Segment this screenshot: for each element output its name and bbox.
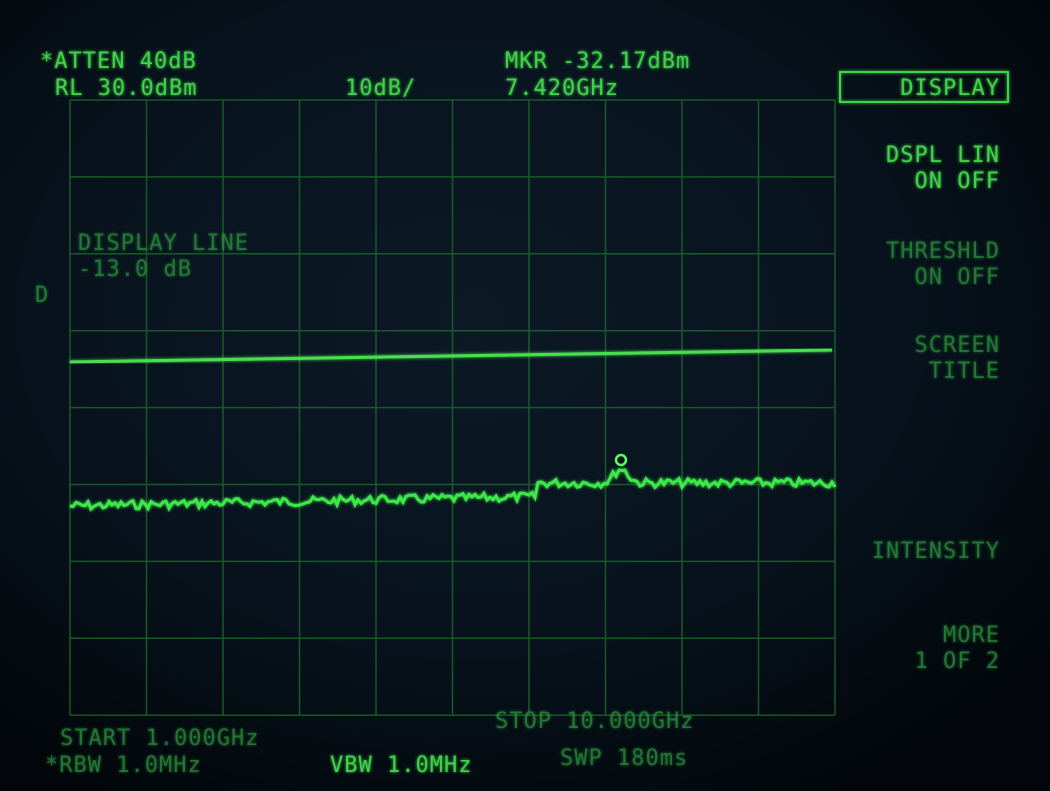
scale: 10dB/	[345, 76, 416, 101]
display-line-marker: D	[35, 283, 49, 308]
sweep: SWP 180ms	[560, 746, 688, 771]
vbw: VBW 1.0MHz	[330, 753, 472, 778]
marker-freq: 7.420GHz	[505, 76, 619, 101]
start-freq: START 1.000GHz	[60, 726, 259, 751]
display-line	[69, 348, 833, 364]
softkey-line1[interactable]: INTENSITY	[872, 539, 1000, 564]
softkey-line1[interactable]: SCREEN	[915, 333, 1000, 358]
spectrum-trace	[69, 468, 837, 512]
display-line-label: DISPLAY LINE	[78, 231, 249, 256]
marker-level: MKR -32.17dBm	[505, 49, 690, 74]
softkey-line1[interactable]: DSPL LIN	[886, 143, 1000, 168]
softkey-title[interactable]: DISPLAY	[900, 76, 1000, 101]
ref-level: RL 30.0dBm	[55, 76, 197, 101]
graticule	[69, 99, 836, 716]
stop-freq: STOP 10.000GHz	[495, 709, 694, 734]
marker	[614, 453, 628, 467]
softkey-line1[interactable]: MORE	[943, 623, 1000, 648]
atten: *ATTEN 40dB	[40, 49, 197, 74]
softkey-line2[interactable]: ON OFF	[915, 169, 1000, 194]
softkey-line2[interactable]: 1 OF 2	[915, 649, 1000, 674]
softkey-line1[interactable]: THRESHLD	[886, 239, 1000, 264]
softkey-line2[interactable]: ON OFF	[915, 265, 1000, 290]
softkey-title-box	[839, 71, 1009, 103]
softkey-line2[interactable]: TITLE	[929, 359, 1000, 384]
rbw: *RBW 1.0MHz	[45, 753, 202, 778]
display-line-value: -13.0 dB	[78, 257, 192, 282]
screen-text: *ATTEN 40dB RL 30.0dBm 10dB/ MKR -32.17d…	[35, 49, 1009, 778]
